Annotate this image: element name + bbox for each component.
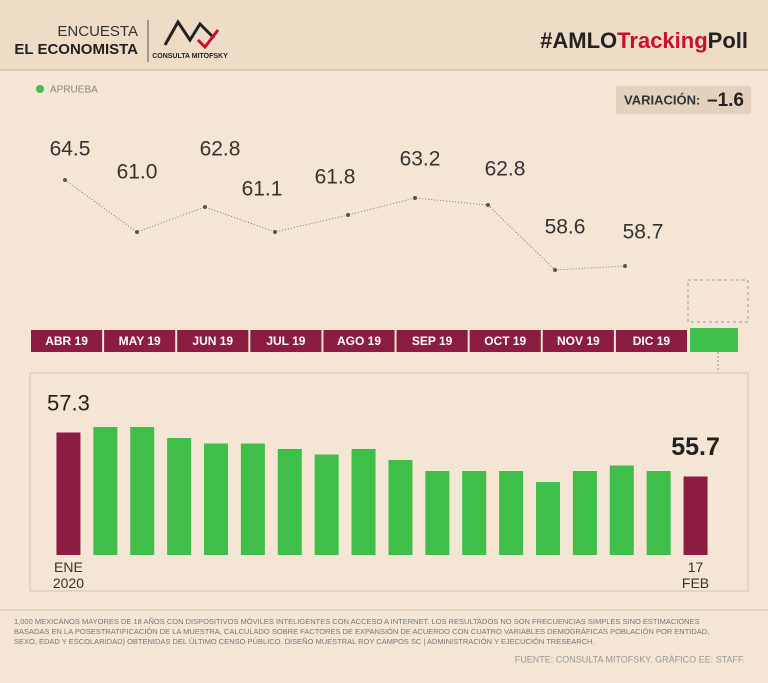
footnote: 1,000 MEXICANOS MAYORES DE 18 AÑOS CON D… <box>14 617 710 646</box>
hashtag-c: Poll <box>708 28 748 53</box>
annotation-dot <box>486 203 490 207</box>
legend-label: APRUEBA <box>50 85 98 96</box>
month-label: NOV 19 <box>557 334 600 348</box>
annotation: 61.0 <box>117 161 158 184</box>
annotation-dot <box>413 196 417 200</box>
annotation-dot <box>203 205 207 209</box>
month-box <box>615 330 687 352</box>
variation-value: –1.6 <box>707 90 744 111</box>
bar <box>572 471 597 555</box>
logo-text: CONSULTA MITOFSKY <box>152 53 228 60</box>
hashtag: #AMLOTrackingPoll <box>540 28 748 53</box>
legend-swatch <box>36 85 44 93</box>
month-label: OCT 19 <box>484 334 526 348</box>
annotation-dot <box>273 230 277 234</box>
bar <box>388 460 413 555</box>
month-box <box>469 330 541 352</box>
bar-value-label: 57.3 <box>47 390 90 415</box>
annotation-dot <box>135 230 139 234</box>
bar <box>683 476 708 555</box>
source: FUENTE: CONSULTA MITOFSKY. GRÁFICO EE: S… <box>515 654 745 664</box>
annotation-dot <box>346 213 350 217</box>
x-tick-label: ENE 2020 <box>52 559 85 591</box>
annotation-dot <box>623 264 627 268</box>
bar-value-label: 55.7 <box>671 433 720 461</box>
hashtag-b: Tracking <box>617 28 707 53</box>
bar <box>130 427 155 555</box>
header-bg <box>0 0 768 70</box>
month-box <box>396 330 468 352</box>
zoom-box <box>687 279 749 323</box>
bar <box>646 471 671 555</box>
bar <box>609 465 634 555</box>
bar <box>536 482 560 555</box>
variation-box <box>616 86 751 114</box>
month-label: ABR 19 <box>45 334 88 348</box>
annotation: 58.7 <box>623 221 664 244</box>
hashtag-a: #AMLO <box>540 28 617 53</box>
bar <box>277 449 302 555</box>
bar <box>240 443 265 555</box>
bar <box>351 449 376 555</box>
jan-feb-band <box>690 328 738 352</box>
annotation: 64.5 <box>50 138 91 161</box>
month-label: JUN 19 <box>192 334 233 348</box>
bar <box>425 471 450 555</box>
bar <box>462 471 487 555</box>
month-box <box>31 330 103 352</box>
month-box <box>323 330 395 352</box>
bar <box>167 438 192 555</box>
logo-check <box>196 29 220 50</box>
bar <box>204 443 228 555</box>
variation-label: VARIACIÓN: <box>624 92 700 107</box>
leader-line <box>64 179 626 271</box>
month-label: DIC 19 <box>633 334 671 348</box>
bar-panel <box>29 372 749 592</box>
annotation: 61.1 <box>242 178 283 201</box>
annotation: 58.6 <box>545 216 586 239</box>
bar <box>56 432 81 555</box>
month-box <box>250 330 322 352</box>
month-label: MAY 19 <box>119 334 161 348</box>
annotation: 62.8 <box>485 158 526 181</box>
month-label: JUL 19 <box>266 334 305 348</box>
annotation: 63.2 <box>400 148 441 171</box>
header-line2: EL ECONOMISTA <box>14 41 138 58</box>
annotation-dot <box>63 178 67 182</box>
month-label: AGO 19 <box>337 334 381 348</box>
month-box <box>542 330 614 352</box>
month-box <box>104 330 176 352</box>
bar <box>93 427 118 555</box>
month-box <box>177 330 249 352</box>
annotation-dot <box>553 268 557 272</box>
month-label: SEP 19 <box>412 334 453 348</box>
header-line1: ENCUESTA <box>57 23 138 40</box>
annotation: 62.8 <box>200 138 241 161</box>
logo-mark <box>163 19 216 46</box>
bar <box>314 454 339 555</box>
x-tick-label: 17 FEB <box>681 559 710 591</box>
bar <box>499 471 524 555</box>
annotation: 61.8 <box>315 166 356 189</box>
